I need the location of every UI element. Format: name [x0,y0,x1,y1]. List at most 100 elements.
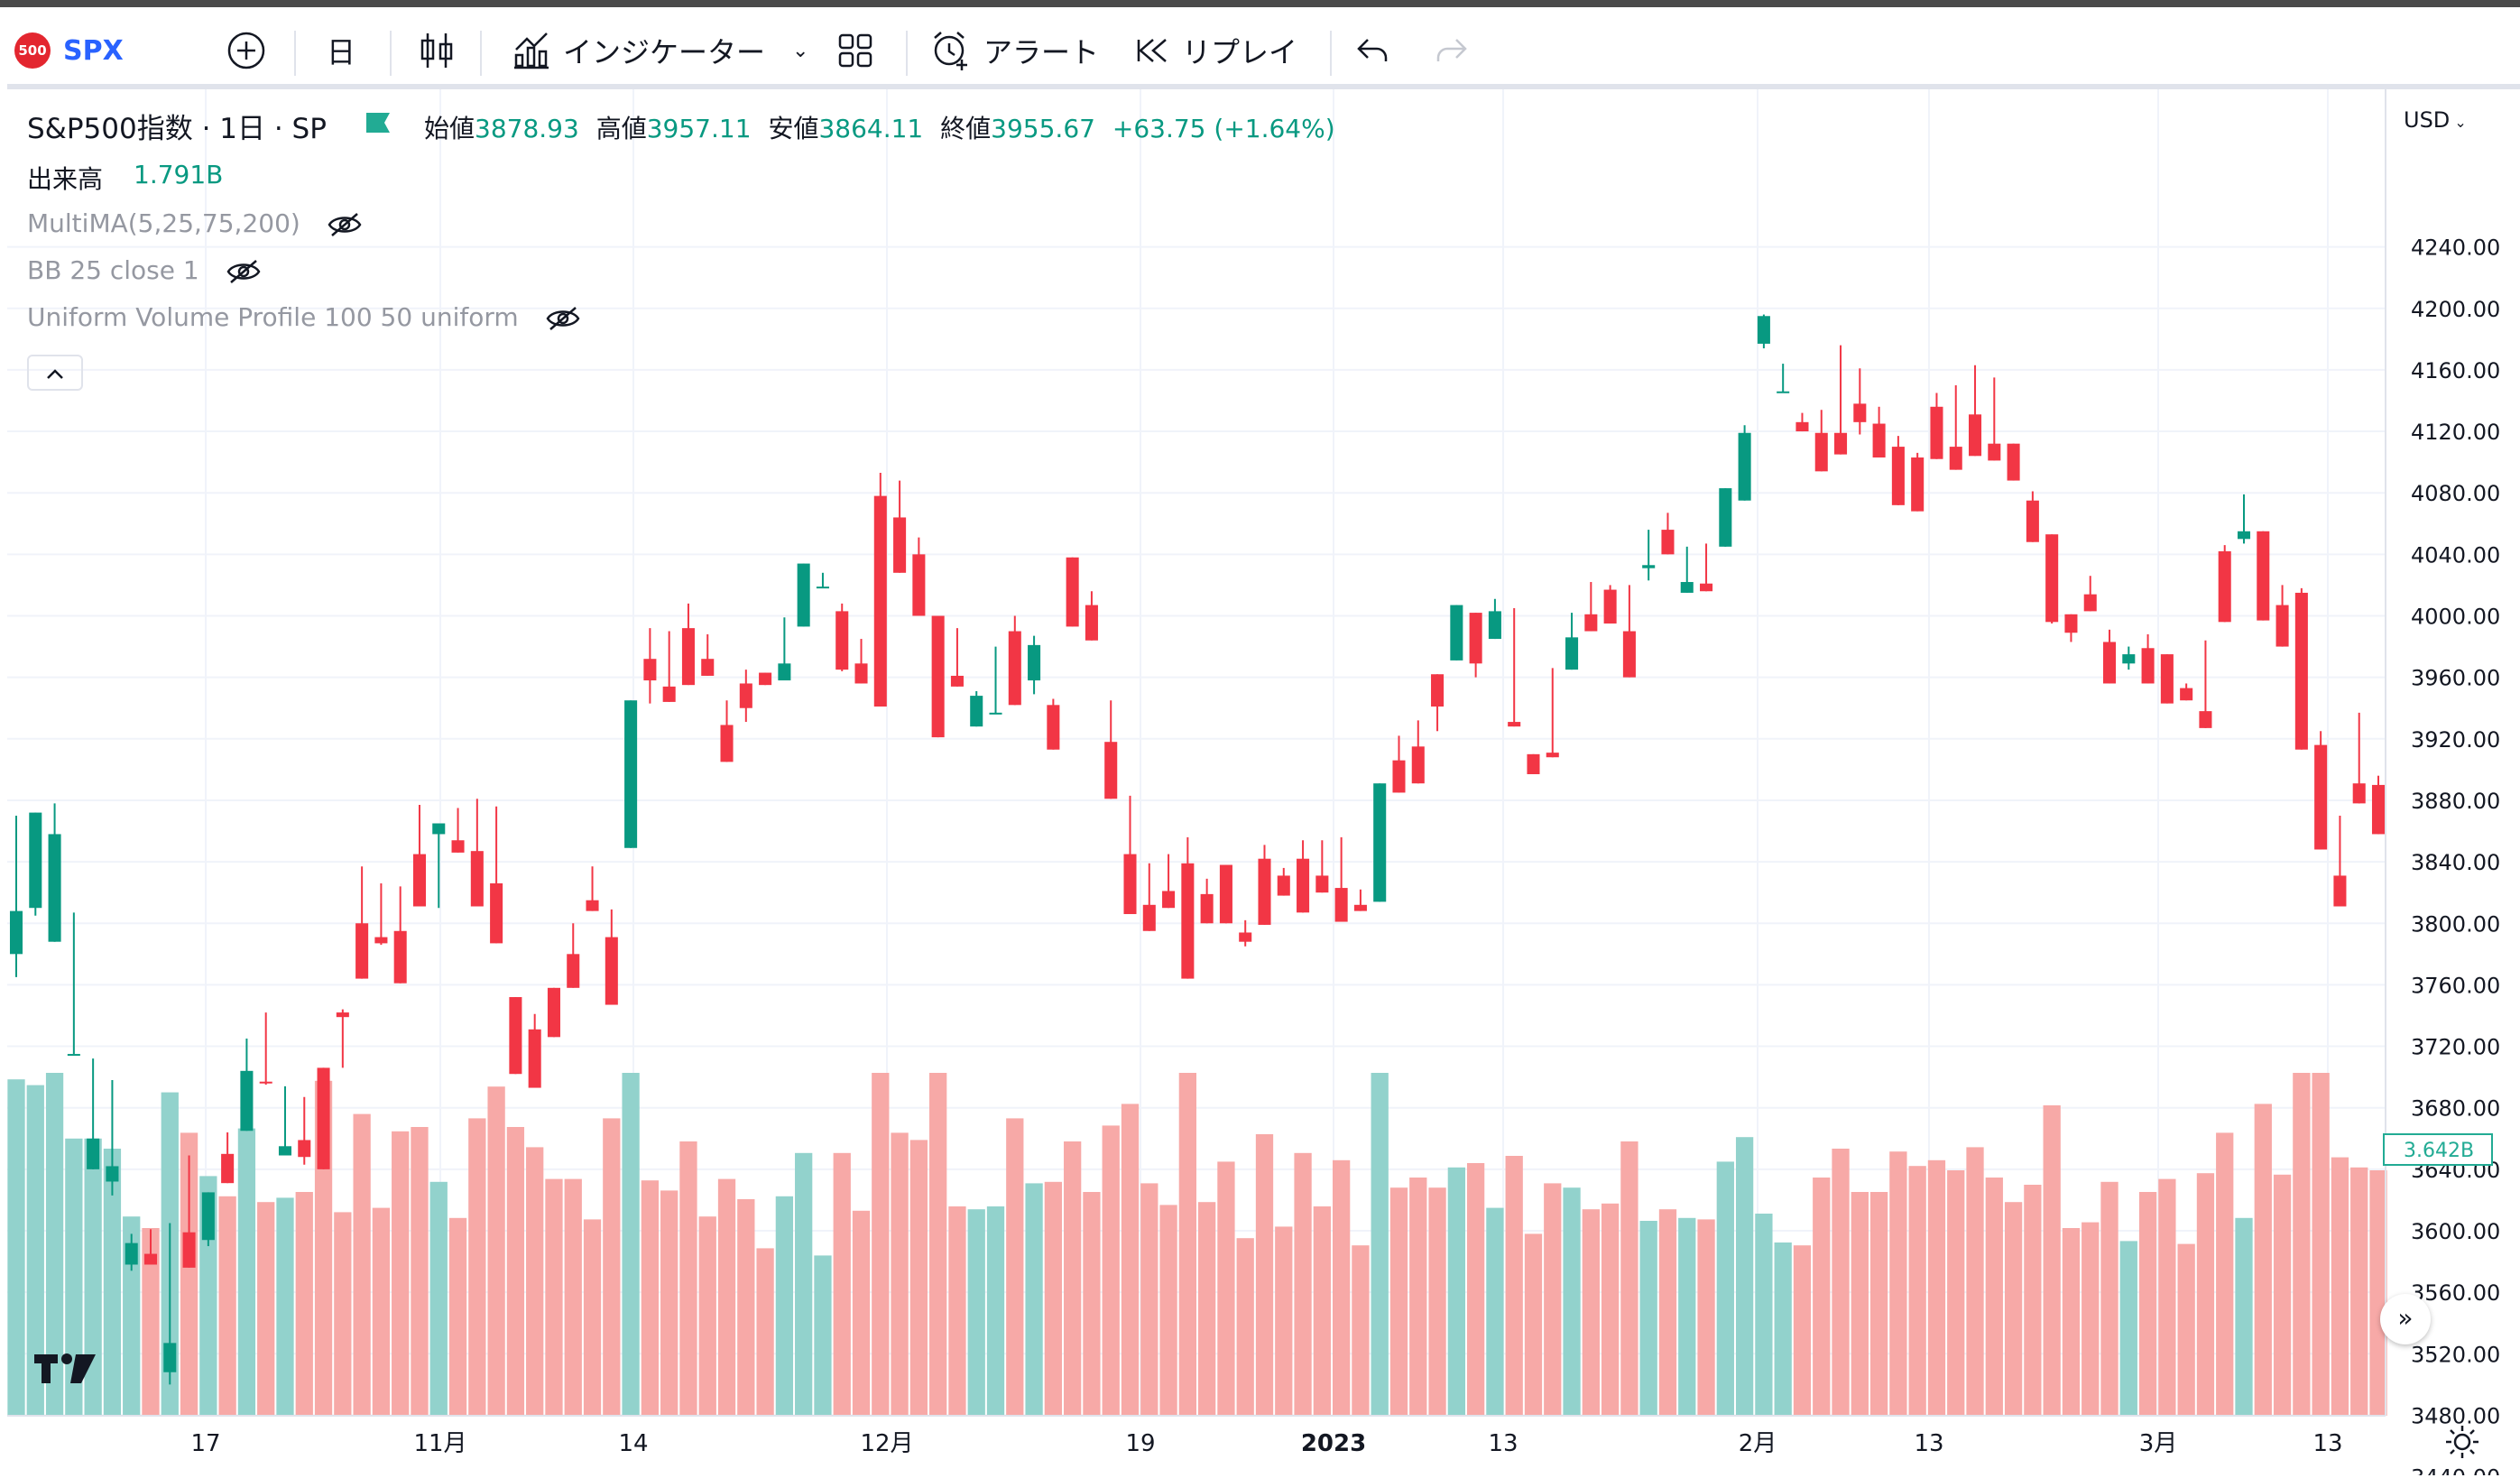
candle-body [989,712,1002,715]
candle [1834,345,1848,455]
undo-button[interactable] [1355,14,1391,87]
volume-bar [1813,1178,1831,1416]
volume-bar [2138,1192,2157,1416]
volume-bar [737,1199,755,1416]
volume-bar [1255,1134,1274,1416]
candle [393,886,407,984]
price-axis[interactable]: 4240.00 4200.00 4160.00 4120.00 4080.00 4040.… [2383,89,2500,1475]
interval-button[interactable]: 日 [327,35,356,69]
scroll-to-realtime-button[interactable]: » [2380,1294,2431,1344]
candle-body [240,1070,254,1132]
volume-bar [1294,1152,1312,1416]
alert-button[interactable]: アラート [929,14,1099,87]
candle-body [221,1153,235,1184]
candle-body [739,683,752,708]
volume-label[interactable]: 出来高 [27,164,104,194]
volume-axis-badge-label: 3.642B [2404,1140,2474,1162]
candle [2007,443,2020,481]
eye-hidden-icon[interactable] [327,212,363,237]
alarm-clock-icon [934,32,967,70]
candle [1066,557,1079,627]
candle [605,909,618,1005]
volume-bar [1044,1181,1063,1416]
eye-hidden-icon[interactable] [226,259,262,284]
candle-body [2218,550,2231,623]
currency-selector[interactable]: USD ⌄ [2404,107,2467,133]
candle [317,1067,330,1169]
candle-body [1277,875,1290,896]
volume-bar [891,1132,909,1416]
indicators-button[interactable]: インジケーター ⌄ [511,14,808,87]
indicator-bb[interactable]: BB 25 close 1 [27,255,262,285]
chart-canvas[interactable]: 4240.00 4200.00 4160.00 4120.00 4080.00 4040.… [7,89,2520,1475]
chevron-up-icon [47,369,63,379]
redo-button[interactable] [1433,14,1469,87]
candle-body [1584,614,1598,632]
candle-body [759,672,772,686]
candle-body [2275,605,2289,647]
collapse-legend-button[interactable] [27,355,83,391]
candle [1142,863,1156,931]
price-tick-label: 3920.00 [2411,727,2500,753]
volume-bar [1409,1178,1427,1416]
candle-body [432,823,446,835]
volume-bar [276,1197,294,1416]
sun-settings-icon [2446,1426,2478,1458]
candle [1814,410,1828,472]
tradingview-logo[interactable]: TV [32,1351,99,1390]
time-axis[interactable]: 17 11月 14 12月 19 2023 13 2月 13 3月 13 [7,1415,2386,1457]
replay-button[interactable]: リプレイ [1135,14,1297,87]
candle [1661,513,1675,555]
candle-body [1642,565,1656,568]
candle-body [567,954,580,988]
candle [1738,425,1751,501]
volume-bar [1121,1104,1140,1416]
time-tick-label: 13 [1488,1430,1518,1457]
candle-body [1527,753,1540,774]
symbol-search-button[interactable]: 500 SPX [14,14,124,87]
candle-body [1949,447,1962,470]
volume-bar [1389,1187,1408,1416]
volume-bar [1140,1183,1158,1416]
candlesticks [9,314,2386,1385]
candle [931,615,945,738]
candle-body [259,1081,272,1084]
volume-bar [123,1216,141,1416]
tradingview-logo-icon [34,1353,96,1383]
candle [298,1096,311,1165]
volume-bar [2024,1185,2042,1416]
candle [2083,576,2097,612]
volume-bar [2254,1104,2272,1416]
candle-body [1795,421,1809,432]
volume-bar [26,1085,44,1416]
candle [2122,646,2136,670]
settings-button[interactable] [2443,1423,2481,1464]
candle-body [1988,443,2001,461]
toolbar-divider [390,31,392,76]
candle-body [1622,631,1636,678]
volume-bars [7,1073,2387,1416]
chart-type-button[interactable] [419,14,455,87]
candle [1700,543,1713,592]
indicator-volume-profile[interactable]: Uniform Volume Profile 100 50 uniform [27,302,581,332]
series-title[interactable]: S&P500指数 · 1日 · SP [27,113,327,145]
candle-body [1469,613,1482,664]
candle [1353,889,1367,911]
layouts-button[interactable] [837,14,873,87]
chart-area[interactable]: 4240.00 4200.00 4160.00 4120.00 4080.00 4040.… [7,84,2520,1475]
add-symbol-button[interactable] [226,14,267,87]
candle-body [1565,637,1579,670]
volume-bar [429,1181,448,1416]
change-value: +63.75 (+1.64%) [1112,114,1335,143]
volume-bar [218,1196,236,1416]
indicators-label: インジケーター [563,35,766,69]
candle [451,808,465,853]
candle [470,799,484,907]
candle [1373,783,1387,902]
grid-icon [838,33,872,68]
volume-bar [1774,1242,1792,1416]
indicator-multima[interactable]: MultiMA(5,25,75,200) [27,208,363,238]
candle [1297,840,1310,913]
volume-bar [2158,1178,2176,1416]
eye-hidden-icon[interactable] [545,306,581,331]
